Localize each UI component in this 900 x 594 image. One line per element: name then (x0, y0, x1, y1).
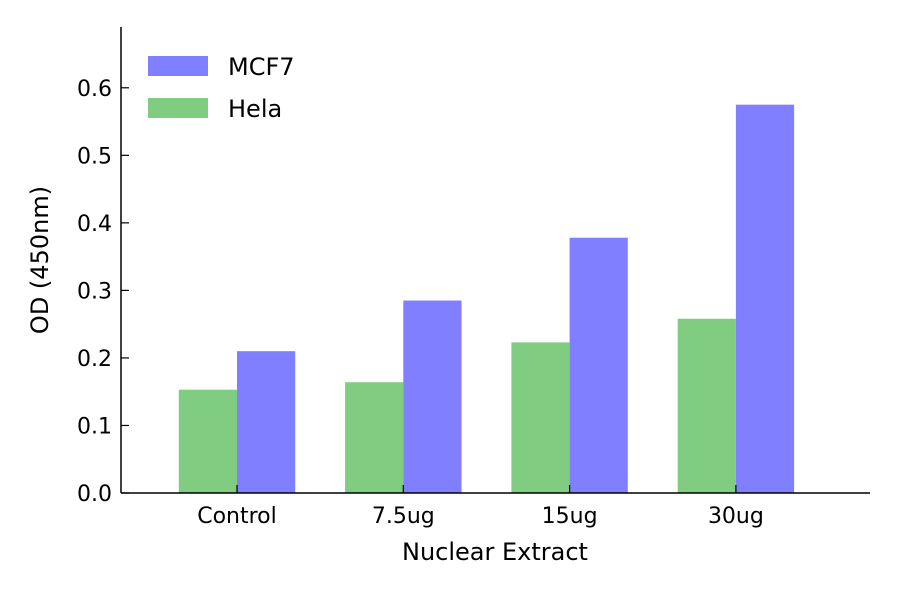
y-axis-label: OD (450nm) (26, 186, 54, 334)
x-tick-label: 7.5ug (372, 504, 435, 529)
legend-swatch-hela (148, 98, 208, 118)
bar-mcf7-30ug (735, 104, 795, 494)
bar-mcf7-control (237, 351, 296, 493)
y-tick-label: 0.0 (77, 482, 112, 507)
legend-swatch-mcf7 (148, 56, 208, 76)
y-tick-label: 0.3 (77, 279, 112, 304)
legend-label-mcf7: MCF7 (228, 53, 295, 81)
y-tick-label: 0.4 (77, 212, 112, 237)
bar-hela-control (178, 389, 237, 493)
x-axis-label: Nuclear Extract (402, 538, 588, 566)
x-tick-label: 30ug (708, 504, 764, 529)
bar-hela-30ug (677, 318, 736, 493)
bar-hela-15ug (511, 342, 570, 493)
legend-label-hela: Hela (228, 95, 282, 123)
legend: MCF7 Hela (148, 53, 295, 123)
bar-hela-7.5ug (345, 382, 404, 493)
bar-mcf7-15ug (569, 237, 628, 493)
y-tick-label: 0.5 (77, 144, 112, 169)
x-tick-label: 15ug (542, 504, 598, 529)
bar-mcf7-7.5ug (403, 300, 462, 493)
y-tick-label: 0.6 (77, 77, 112, 102)
y-tick-label: 0.2 (77, 347, 112, 372)
x-tick-label: Control (197, 504, 277, 529)
y-tick-label: 0.1 (77, 414, 112, 439)
